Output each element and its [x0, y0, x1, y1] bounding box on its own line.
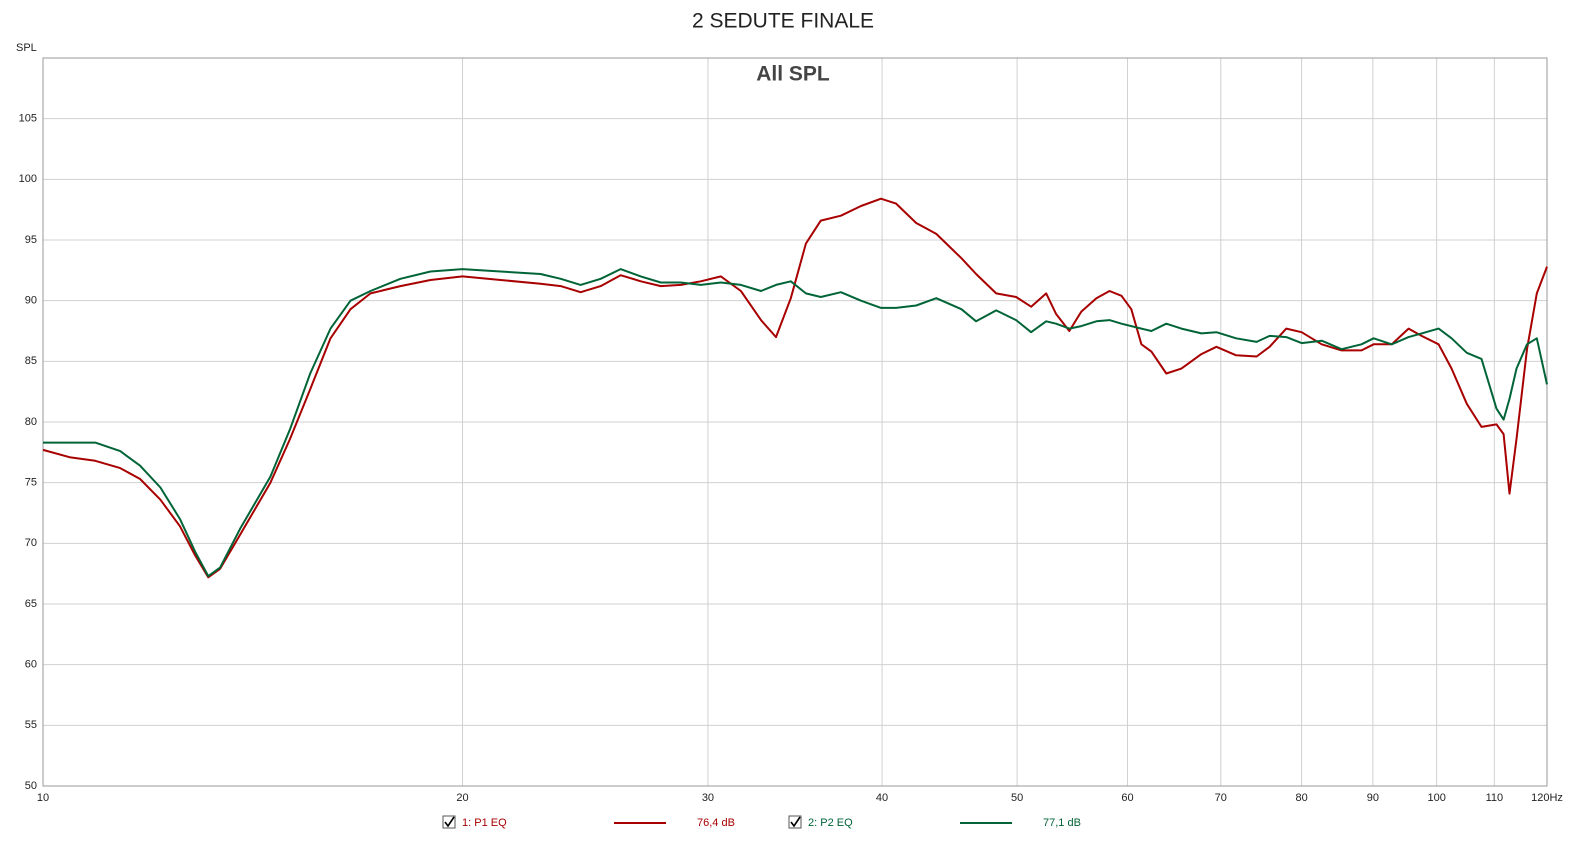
x-tick-label: 30 [702, 792, 714, 804]
chart-subtitle: All SPL [756, 63, 830, 86]
x-tick-label: 50 [1011, 792, 1023, 804]
y-axis-label: SPL [16, 42, 37, 54]
x-tick-label: 90 [1367, 792, 1379, 804]
legend-label: 1: P1 EQ [462, 817, 507, 829]
y-tick-label: 50 [25, 780, 37, 792]
y-tick-label: 90 [25, 295, 37, 307]
x-tick-label: 10 [37, 792, 49, 804]
chart-title: 2 SEDUTE FINALE [692, 10, 874, 33]
x-tick-label: 40 [876, 792, 888, 804]
y-tick-label: 100 [19, 173, 37, 185]
y-tick-label: 80 [25, 416, 37, 428]
plot-border [42, 57, 1548, 787]
legend-level: 76,4 dB [697, 817, 735, 829]
legend-level: 77,1 dB [1043, 817, 1081, 829]
x-tick-label: 70 [1215, 792, 1227, 804]
y-tick-label: 75 [25, 477, 37, 489]
x-tick-label: 100 [1427, 792, 1445, 804]
x-tick-label: 20 [456, 792, 468, 804]
y-tick-label: 55 [25, 719, 37, 731]
series-line [43, 268, 1548, 578]
series-line [42, 197, 1548, 579]
legend: 1: P1 EQ 76,4 dB 2: P2 EQ 77,1 dB [442, 815, 1081, 829]
x-tick-label: 60 [1121, 792, 1133, 804]
y-tick-label: 60 [25, 659, 37, 671]
legend-checkbox[interactable] [788, 815, 802, 829]
y-tick-label: 95 [25, 234, 37, 246]
legend-checkbox[interactable] [442, 815, 456, 829]
legend-label: 2: P2 EQ [808, 817, 853, 829]
y-tick-label: 105 [19, 113, 37, 125]
x-tick-label: 120Hz [1531, 792, 1563, 804]
y-tick-label: 65 [25, 598, 37, 610]
y-tick-label: 70 [25, 537, 37, 549]
x-tick-label: 110 [1486, 792, 1504, 804]
x-tick-label: 80 [1295, 792, 1307, 804]
y-tick-label: 85 [25, 355, 37, 367]
